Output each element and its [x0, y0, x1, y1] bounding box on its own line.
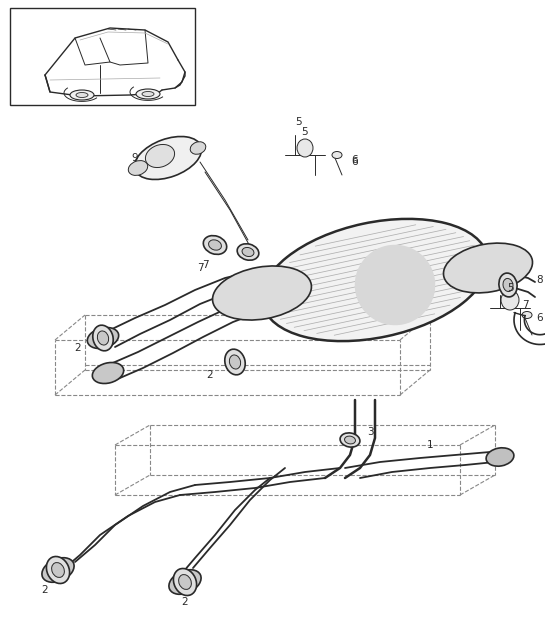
Ellipse shape: [173, 568, 197, 595]
Ellipse shape: [190, 142, 206, 154]
Ellipse shape: [92, 362, 124, 384]
Ellipse shape: [242, 247, 254, 256]
Ellipse shape: [52, 563, 64, 577]
Ellipse shape: [70, 90, 94, 100]
Ellipse shape: [46, 556, 70, 583]
Ellipse shape: [213, 266, 311, 320]
Ellipse shape: [128, 161, 148, 175]
Text: 6: 6: [537, 313, 543, 323]
Ellipse shape: [42, 558, 74, 582]
Ellipse shape: [486, 448, 514, 466]
Text: 2: 2: [207, 370, 213, 380]
Text: 3: 3: [367, 427, 373, 437]
Text: 2: 2: [181, 597, 189, 607]
Text: 5: 5: [295, 117, 301, 127]
Ellipse shape: [135, 136, 202, 180]
Ellipse shape: [332, 151, 342, 158]
Ellipse shape: [179, 575, 191, 590]
Ellipse shape: [98, 331, 108, 345]
Ellipse shape: [225, 349, 245, 375]
Text: 2: 2: [41, 585, 49, 595]
Ellipse shape: [237, 244, 259, 260]
Ellipse shape: [203, 236, 227, 254]
Text: 5: 5: [302, 127, 308, 137]
Ellipse shape: [229, 355, 241, 369]
Ellipse shape: [93, 325, 113, 351]
Text: 8: 8: [537, 275, 543, 285]
Text: 9: 9: [132, 153, 138, 163]
Ellipse shape: [209, 240, 221, 250]
Ellipse shape: [340, 433, 360, 447]
Ellipse shape: [146, 144, 174, 168]
Ellipse shape: [503, 278, 513, 291]
Ellipse shape: [297, 139, 313, 157]
Ellipse shape: [344, 436, 355, 444]
Bar: [10, 8, 195, 105]
Ellipse shape: [444, 243, 532, 293]
Text: 5: 5: [507, 283, 513, 293]
Text: 6: 6: [352, 155, 358, 165]
Ellipse shape: [142, 92, 154, 97]
Text: 2: 2: [75, 343, 81, 353]
Ellipse shape: [169, 570, 201, 594]
Text: 7: 7: [202, 260, 208, 270]
Ellipse shape: [87, 327, 119, 349]
Text: 1: 1: [427, 440, 433, 450]
Text: 7: 7: [522, 300, 528, 310]
Ellipse shape: [522, 311, 532, 318]
Text: 6: 6: [352, 157, 358, 167]
Ellipse shape: [136, 89, 160, 99]
Ellipse shape: [262, 219, 488, 341]
Ellipse shape: [501, 290, 519, 310]
Ellipse shape: [76, 92, 88, 97]
Ellipse shape: [499, 273, 517, 297]
Text: 7: 7: [197, 263, 203, 273]
Ellipse shape: [355, 245, 435, 325]
